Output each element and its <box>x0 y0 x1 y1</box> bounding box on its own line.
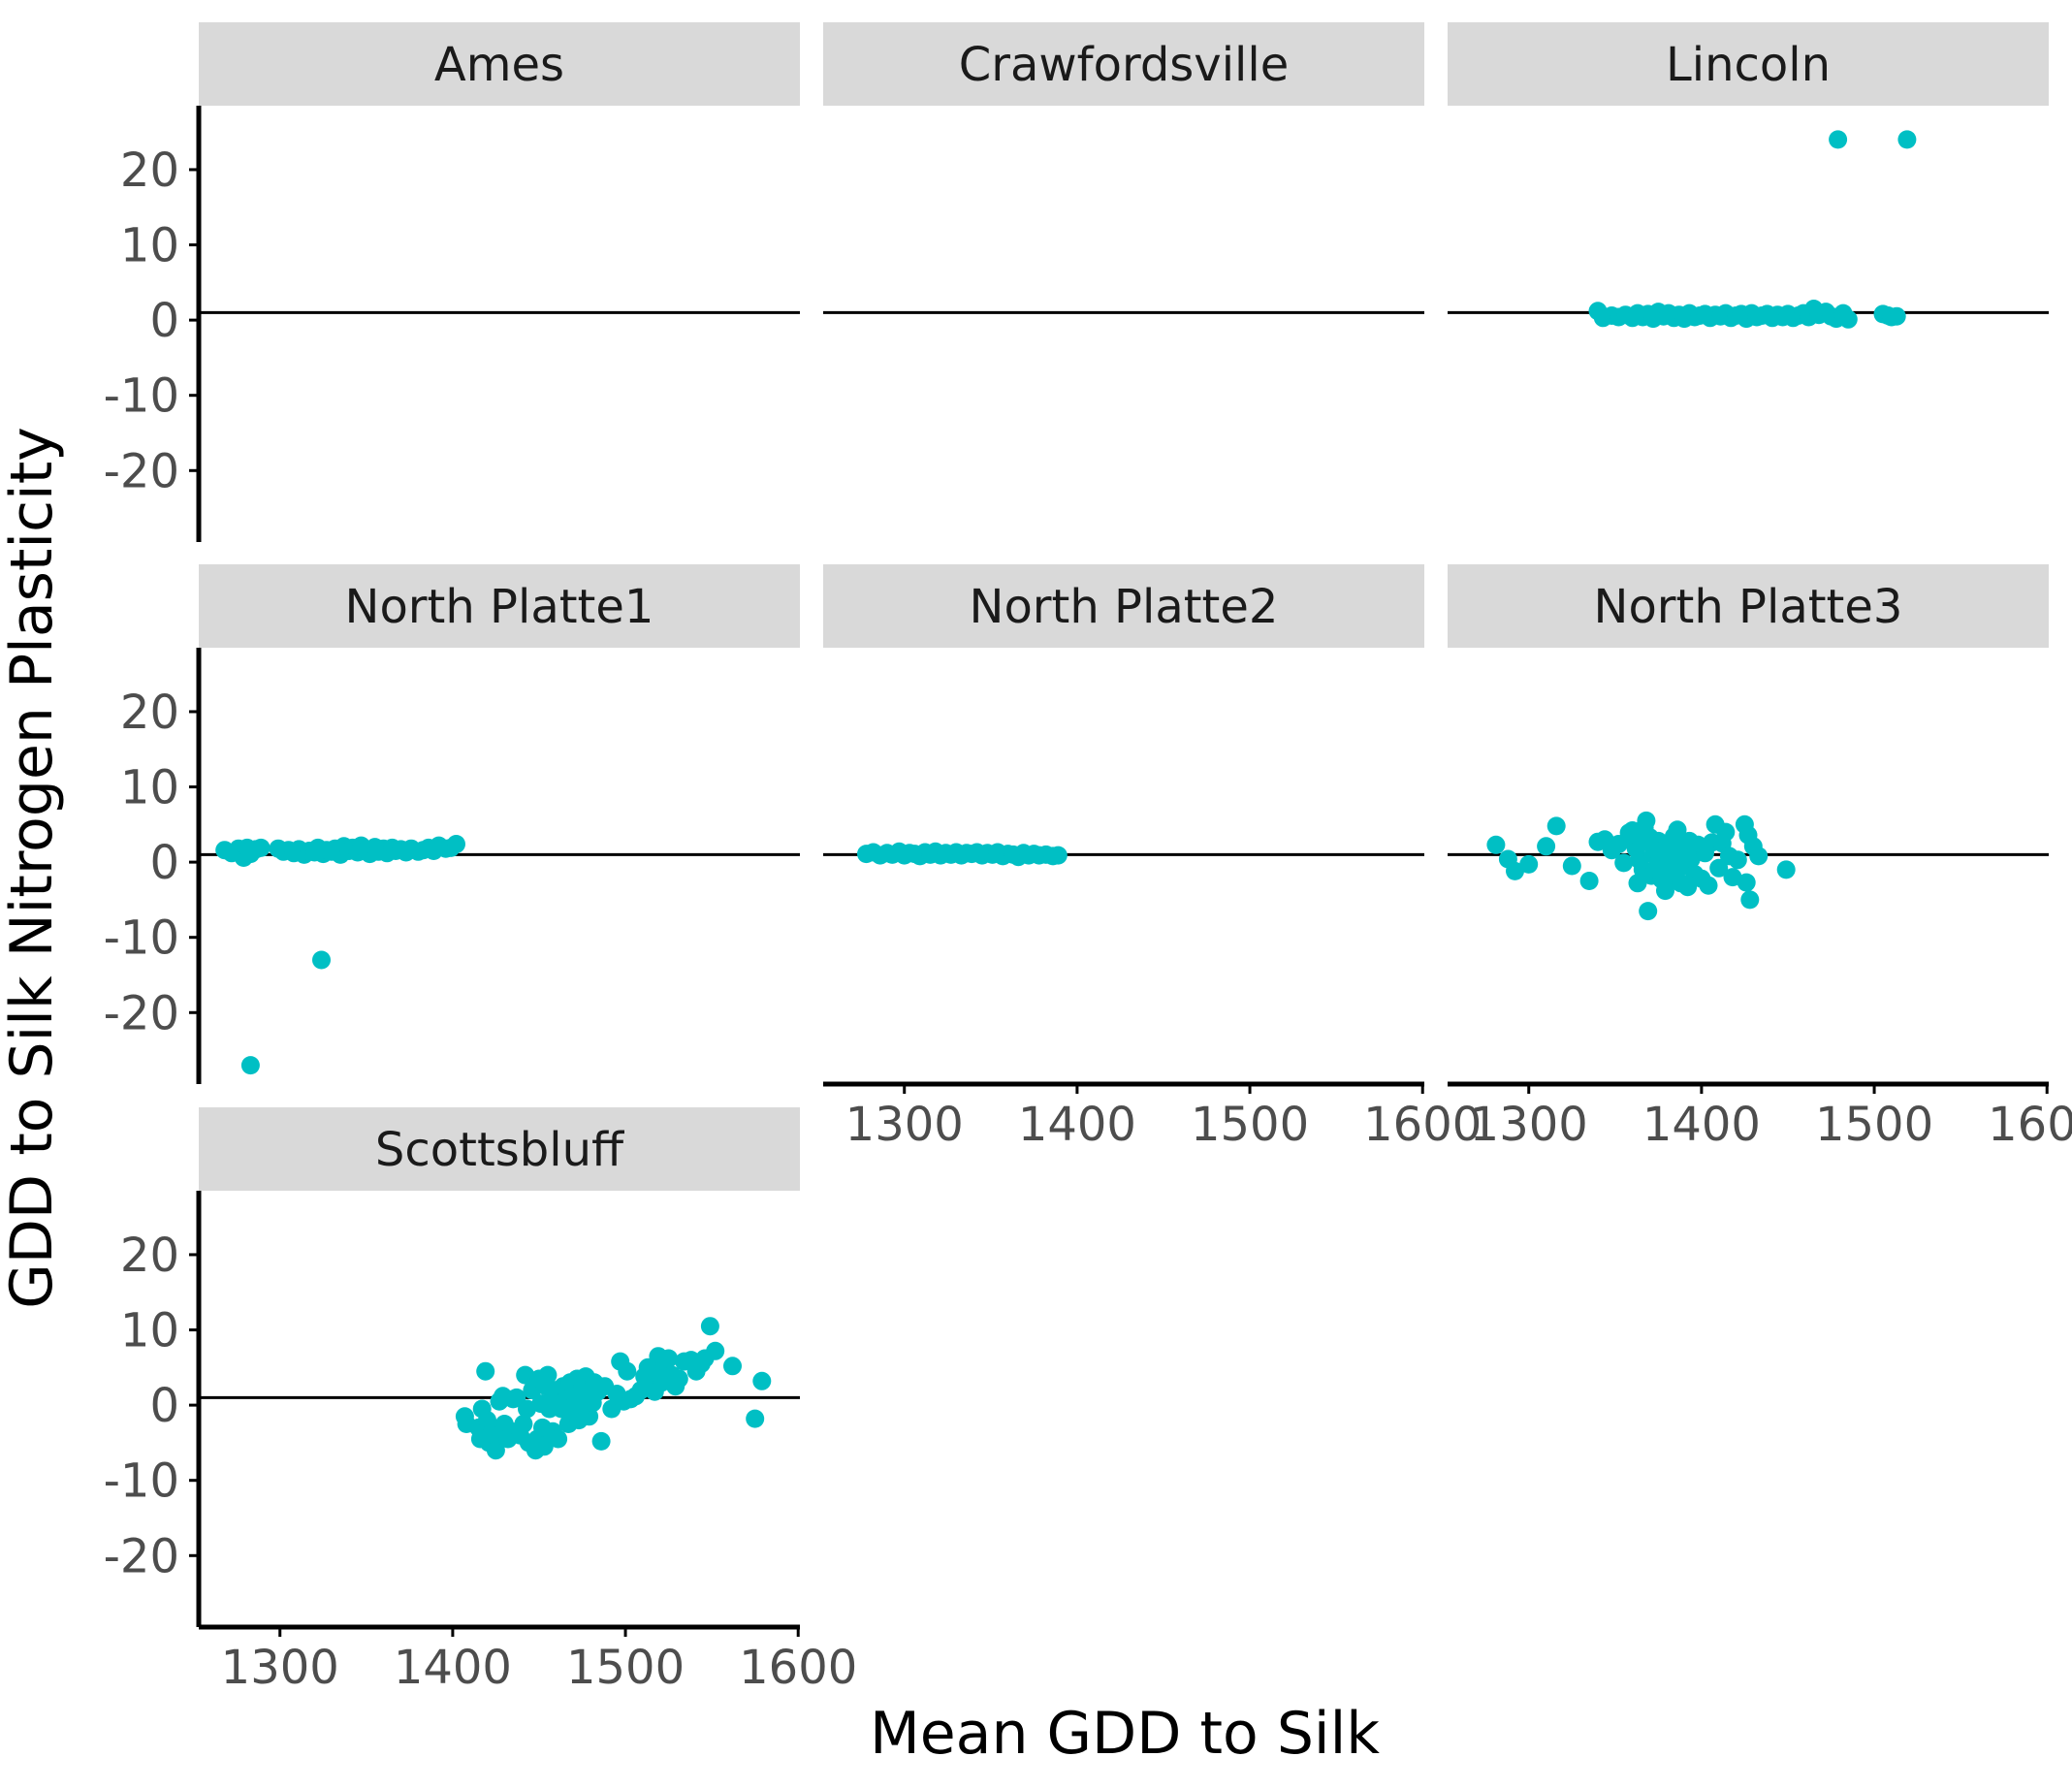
data-point <box>1737 873 1756 892</box>
y-tick-label: 20 <box>120 686 179 740</box>
facet-strip <box>1448 22 2049 106</box>
y-tick-label: 0 <box>149 1379 179 1433</box>
y-axis-title: GDD to Silk Nitrogen Plasticity <box>0 427 66 1309</box>
facet-strip-label: Scottsbluff <box>375 1123 624 1177</box>
x-tick-label: 1400 <box>1642 1098 1761 1152</box>
data-point <box>518 1399 536 1419</box>
x-tick-label: 1500 <box>1191 1098 1309 1152</box>
data-point <box>538 1365 558 1385</box>
facet-strip-label: North Platte1 <box>345 580 654 634</box>
data-point <box>618 1361 637 1381</box>
y-tick-label: 0 <box>149 836 179 890</box>
facet-strip <box>1448 564 2049 648</box>
data-point <box>1668 820 1687 840</box>
x-tick-label: 1600 <box>1363 1098 1482 1152</box>
data-point <box>1519 854 1539 874</box>
facet-strip-label: North Platte3 <box>1594 580 1903 634</box>
data-point <box>1749 847 1769 866</box>
y-tick-label: -20 <box>104 444 179 498</box>
data-point <box>1728 850 1747 870</box>
data-point <box>1506 861 1524 880</box>
facet-panel-crawfordsville: Crawfordsville <box>823 22 1424 314</box>
x-tick-label: 1500 <box>566 1641 685 1695</box>
data-point <box>240 1056 260 1075</box>
data-point <box>1716 822 1736 842</box>
facet-strip-label: Crawfordsville <box>959 38 1290 92</box>
x-tick-label: 1500 <box>1815 1098 1933 1152</box>
data-point <box>591 1431 611 1451</box>
data-point <box>1639 902 1658 921</box>
y-tick-label: 0 <box>149 294 179 348</box>
data-point <box>1486 835 1506 854</box>
data-point <box>659 1349 679 1368</box>
y-tick-label: 10 <box>120 1304 179 1358</box>
data-point <box>700 1317 719 1336</box>
data-point <box>669 1369 688 1389</box>
x-tick-label: 1400 <box>1018 1098 1136 1152</box>
x-axis-title: Mean GDD to Silk <box>870 1700 1380 1768</box>
data-point <box>1614 853 1634 873</box>
facet-strip <box>823 22 1424 106</box>
facet-strip-label: Lincoln <box>1666 38 1831 92</box>
panels-layer: Ames -20 -10 0 10 20 Crawfordsville Lincoln Nort… <box>104 22 2072 1695</box>
data-point <box>516 1365 535 1385</box>
data-point <box>447 835 465 853</box>
x-tick-label: 1300 <box>1470 1098 1588 1152</box>
data-point <box>1562 856 1581 876</box>
facet-strip-label: Ames <box>434 38 564 92</box>
data-point <box>1681 849 1701 869</box>
facet-strip <box>823 564 1424 648</box>
y-tick-label: -10 <box>104 369 179 424</box>
y-tick-label: -20 <box>104 986 179 1040</box>
y-tick-label: -20 <box>104 1529 179 1583</box>
data-point <box>706 1341 725 1360</box>
data-point <box>1579 872 1599 890</box>
data-point <box>1740 890 1760 910</box>
facet-panel-north-platte3: North Platte3 1300 1400 1500 1600 <box>1448 564 2072 1152</box>
x-tick-label: 1600 <box>1988 1098 2072 1152</box>
facet-strip <box>199 564 800 648</box>
data-point <box>746 1409 765 1428</box>
data-point <box>1897 130 1917 149</box>
data-point <box>1637 811 1656 830</box>
data-point <box>723 1357 742 1376</box>
data-point <box>1048 846 1068 865</box>
y-tick-label: 20 <box>120 1229 179 1283</box>
data-point <box>1776 860 1796 879</box>
data-point <box>1709 858 1729 878</box>
data-point <box>514 1415 533 1433</box>
data-point <box>1829 130 1848 149</box>
facet-panel-north-platte2: North Platte2 1300 1400 1500 1600 <box>823 564 1482 1152</box>
facet-strip <box>199 22 800 106</box>
x-tick-label: 1300 <box>221 1641 339 1695</box>
x-tick-label: 1300 <box>845 1098 964 1152</box>
data-point <box>251 838 271 857</box>
y-tick-label: -10 <box>104 911 179 966</box>
y-tick-label: 10 <box>120 761 179 815</box>
data-point <box>752 1371 772 1390</box>
facet-panel-lincoln: Lincoln <box>1448 22 2049 329</box>
data-point <box>1838 309 1858 329</box>
data-point <box>1699 876 1718 895</box>
data-point <box>476 1361 495 1381</box>
data-point <box>1537 837 1556 856</box>
data-point <box>486 1441 505 1460</box>
x-tick-label: 1600 <box>739 1641 857 1695</box>
facet-strip-label: North Platte2 <box>970 580 1279 634</box>
data-point <box>312 950 331 970</box>
y-tick-label: 10 <box>120 219 179 273</box>
data-point <box>1887 306 1906 326</box>
data-point <box>1546 816 1566 836</box>
y-tick-label: -10 <box>104 1454 179 1509</box>
data-point <box>534 1437 554 1456</box>
facet-strip <box>199 1107 800 1191</box>
facet-panel-scottsbluff: Scottsbluff -20 -10 0 10 20 1300 1400 1500 1600 <box>104 1107 857 1695</box>
x-tick-label: 1400 <box>394 1641 512 1695</box>
y-tick-label: 20 <box>120 144 179 198</box>
data-point <box>549 1429 568 1449</box>
facet-panel-north-platte1: North Platte1 -20 -10 0 10 20 <box>104 564 800 1084</box>
facet-panel-ames: Ames -20 -10 0 10 20 <box>104 22 800 542</box>
